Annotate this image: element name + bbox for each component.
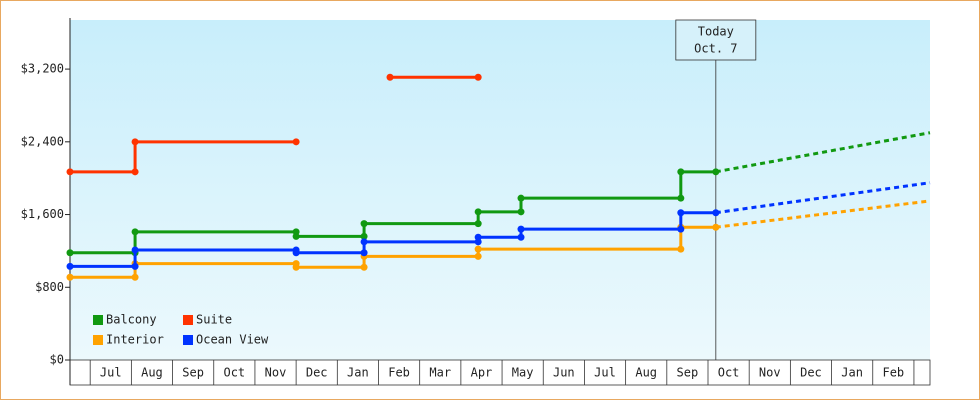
x-tick-label: Jun	[553, 366, 575, 380]
series-line	[70, 75, 479, 174]
legend-label: Suite	[196, 313, 232, 327]
x-tick-label: Sep	[182, 366, 204, 380]
legend-swatch	[183, 315, 193, 325]
point	[360, 220, 368, 228]
x-tick-label: Feb	[882, 366, 904, 380]
y-tick-label: $3,200	[21, 62, 64, 76]
x-tick-label: Oct	[223, 366, 245, 380]
point	[66, 168, 74, 176]
x-tick-label: Jul	[594, 366, 616, 380]
point	[474, 245, 482, 253]
point	[474, 208, 482, 216]
x-tick-label: Nov	[265, 366, 287, 380]
point	[131, 228, 139, 236]
x-tick-label: Aug	[635, 366, 657, 380]
today-label: Oct. 7	[694, 42, 737, 56]
x-tick-label: Jul	[100, 366, 122, 380]
point	[292, 232, 300, 240]
y-tick-label: $2,400	[21, 134, 64, 148]
x-tick-label: Sep	[677, 366, 699, 380]
point	[131, 273, 139, 281]
legend-swatch	[93, 315, 103, 325]
x-tick-label: Dec	[306, 366, 328, 380]
plot-area	[70, 20, 930, 360]
point	[360, 232, 368, 240]
point	[677, 245, 685, 253]
series-line	[70, 211, 716, 268]
x-tick-label: Dec	[800, 366, 822, 380]
point	[677, 168, 685, 176]
point	[131, 246, 139, 254]
point	[677, 225, 685, 233]
x-tick-label: Aug	[141, 366, 163, 380]
x-tick-label: Feb	[388, 366, 410, 380]
x-tick-label: Mar	[429, 366, 451, 380]
point	[517, 194, 525, 202]
month-row	[69, 359, 931, 386]
point	[474, 220, 482, 228]
point	[517, 208, 525, 216]
y-tick-label: $0	[50, 353, 64, 367]
point	[677, 209, 685, 217]
x-tick-label: Jan	[347, 366, 369, 380]
point	[517, 225, 525, 233]
legend-label: Interior	[106, 333, 164, 347]
legend-label: Ocean View	[196, 333, 269, 347]
point	[517, 233, 525, 241]
legend-swatch	[93, 335, 103, 345]
point	[360, 263, 368, 271]
point	[712, 168, 720, 176]
today-box	[675, 19, 757, 61]
y-tick-label: $800	[35, 280, 64, 294]
point	[360, 238, 368, 246]
point	[66, 262, 74, 270]
point	[386, 73, 394, 81]
today-label: Today	[698, 25, 734, 39]
x-tick-label: May	[512, 366, 534, 380]
series-line	[70, 170, 716, 255]
point	[474, 73, 482, 81]
point	[66, 249, 74, 257]
point	[360, 249, 368, 257]
x-tick-label: Nov	[759, 366, 781, 380]
y-tick-label: $1,600	[21, 207, 64, 221]
legend-label: Balcony	[106, 313, 157, 327]
point	[131, 138, 139, 146]
point	[66, 273, 74, 281]
x-tick-label: Apr	[471, 366, 493, 380]
point	[712, 209, 720, 217]
x-tick-label: Oct	[718, 366, 740, 380]
point	[474, 252, 482, 260]
point	[292, 249, 300, 257]
point	[712, 223, 720, 231]
x-tick-label: Jan	[841, 366, 863, 380]
legend-swatch	[183, 335, 193, 345]
point	[677, 194, 685, 202]
point	[131, 168, 139, 176]
point	[292, 138, 300, 146]
forecast-line	[715, 181, 931, 215]
forecast-line	[715, 131, 931, 174]
point	[131, 262, 139, 270]
point	[292, 263, 300, 271]
point	[474, 233, 482, 241]
